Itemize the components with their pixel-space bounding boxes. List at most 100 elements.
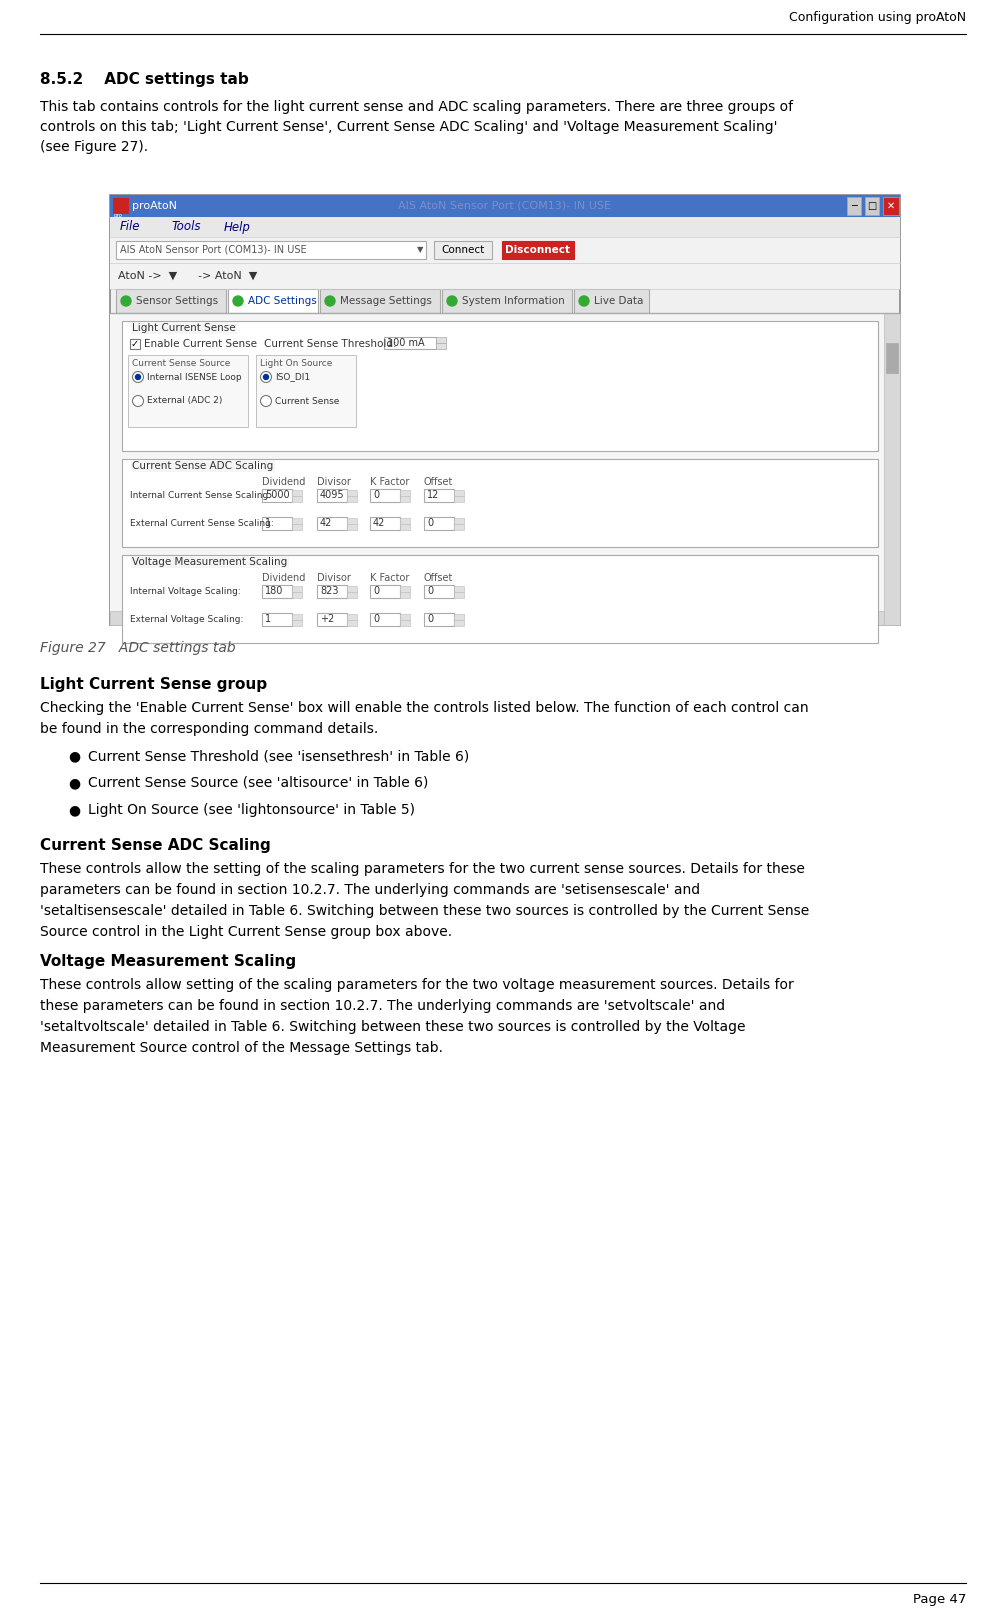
Bar	[454, 587, 464, 591]
Bar	[347, 519, 357, 524]
Bar	[454, 496, 464, 503]
Bar	[454, 519, 464, 524]
Text: Internal Current Sense Scaling:: Internal Current Sense Scaling:	[130, 491, 272, 501]
Bar	[292, 587, 302, 591]
Bar	[122, 459, 878, 546]
Circle shape	[325, 296, 335, 305]
Bar	[883, 197, 899, 215]
Bar	[317, 517, 347, 530]
Bar	[400, 524, 410, 530]
Text: Light Current Sense group: Light Current Sense group	[40, 677, 268, 692]
Bar	[122, 554, 878, 643]
Text: be found in the corresponding command details.: be found in the corresponding command de…	[40, 722, 378, 735]
Bar	[317, 585, 347, 598]
Bar	[110, 238, 900, 263]
Bar	[442, 289, 572, 314]
Bar	[424, 585, 454, 598]
Text: 4095: 4095	[320, 490, 345, 499]
Text: System Information: System Information	[462, 296, 564, 305]
Text: +2: +2	[320, 614, 334, 624]
Text: Dividend: Dividend	[262, 477, 306, 486]
Circle shape	[233, 296, 243, 305]
Bar	[384, 338, 436, 349]
Text: Light On Source (see 'lightonsource' in Table 5): Light On Source (see 'lightonsource' in …	[88, 803, 415, 818]
Text: Voltage Measurement Scaling: Voltage Measurement Scaling	[40, 953, 296, 970]
Bar	[292, 490, 302, 496]
Bar	[317, 490, 347, 503]
Bar	[347, 591, 357, 598]
Bar	[110, 263, 900, 289]
Bar	[320, 289, 440, 314]
Text: Live Data: Live Data	[594, 296, 644, 305]
Bar	[424, 517, 454, 530]
Text: (see Figure 27).: (see Figure 27).	[40, 141, 148, 154]
Bar	[347, 496, 357, 503]
Text: ●: ●	[68, 803, 80, 818]
Bar	[347, 621, 357, 625]
Text: 'setaltvoltscale' detailed in Table 6. Switching between these two sources is co: 'setaltvoltscale' detailed in Table 6. S…	[40, 1020, 745, 1034]
Bar	[256, 356, 356, 427]
Text: Current Sense Source: Current Sense Source	[132, 359, 230, 368]
Text: Divisor: Divisor	[317, 574, 351, 583]
Bar	[347, 614, 357, 621]
Text: Dividend: Dividend	[262, 574, 306, 583]
Bar	[454, 524, 464, 530]
Text: 0: 0	[373, 490, 379, 499]
Bar	[292, 524, 302, 530]
Bar	[424, 612, 454, 625]
Text: Light Current Sense: Light Current Sense	[132, 323, 235, 333]
Text: AIS AtoN Sensor Port (COM13)- IN USE: AIS AtoN Sensor Port (COM13)- IN USE	[120, 246, 307, 255]
Text: Light On Source: Light On Source	[260, 359, 332, 368]
Bar	[847, 197, 861, 215]
Bar	[454, 614, 464, 621]
Text: AtoN ->  ▼      -> AtoN  ▼: AtoN -> ▼ -> AtoN ▼	[118, 271, 258, 281]
Bar	[110, 611, 884, 625]
Circle shape	[121, 296, 131, 305]
Bar	[292, 591, 302, 598]
Text: these parameters can be found in section 10.2.7. The underlying commands are 'se: these parameters can be found in section…	[40, 999, 725, 1013]
Bar	[262, 490, 292, 503]
Text: Source control in the Light Current Sense group box above.: Source control in the Light Current Sens…	[40, 924, 452, 939]
Text: ✓: ✓	[131, 339, 139, 349]
Bar	[110, 217, 900, 238]
Circle shape	[261, 396, 272, 407]
Bar	[128, 356, 248, 427]
Text: These controls allow the setting of the scaling parameters for the two current s: These controls allow the setting of the …	[40, 861, 805, 876]
Text: 'setaltisensescale' detailed in Table 6. Switching between these two sources is : 'setaltisensescale' detailed in Table 6.…	[40, 903, 809, 918]
Bar	[130, 339, 140, 349]
Text: File: File	[120, 220, 141, 233]
Bar	[436, 338, 446, 343]
Text: ISO_DI1: ISO_DI1	[275, 373, 310, 381]
Text: External Current Sense Scaling:: External Current Sense Scaling:	[130, 519, 274, 528]
Bar	[347, 524, 357, 530]
Circle shape	[133, 396, 144, 407]
Circle shape	[133, 372, 144, 383]
Text: 180: 180	[265, 587, 284, 596]
Bar	[884, 314, 900, 625]
Text: ─: ─	[851, 200, 857, 212]
Bar	[400, 490, 410, 496]
Text: Page 47: Page 47	[912, 1593, 966, 1606]
Text: Current Sense ADC Scaling: Current Sense ADC Scaling	[40, 839, 271, 853]
Text: 42: 42	[373, 519, 385, 528]
Text: Current Sense Threshold (see 'isensethresh' in Table 6): Current Sense Threshold (see 'isensethre…	[88, 748, 469, 763]
Text: Voltage Measurement Scaling: Voltage Measurement Scaling	[132, 558, 288, 567]
Circle shape	[579, 296, 589, 305]
Text: Disconnect: Disconnect	[505, 246, 570, 255]
Text: This tab contains controls for the light current sense and ADC scaling parameter: This tab contains controls for the light…	[40, 100, 793, 115]
Bar	[317, 612, 347, 625]
Circle shape	[136, 375, 141, 380]
Bar	[436, 343, 446, 349]
Bar	[347, 587, 357, 591]
Text: proAtoN: proAtoN	[132, 200, 177, 212]
Text: K Factor: K Factor	[370, 574, 409, 583]
Bar	[454, 591, 464, 598]
Text: ●: ●	[68, 776, 80, 790]
Text: Current Sense: Current Sense	[275, 396, 339, 406]
Bar	[454, 490, 464, 496]
Text: Offset: Offset	[424, 574, 454, 583]
Bar	[262, 612, 292, 625]
Bar	[110, 196, 900, 625]
Text: parameters can be found in section 10.2.7. The underlying commands are 'setisens: parameters can be found in section 10.2.…	[40, 882, 700, 897]
Text: 0: 0	[427, 519, 434, 528]
